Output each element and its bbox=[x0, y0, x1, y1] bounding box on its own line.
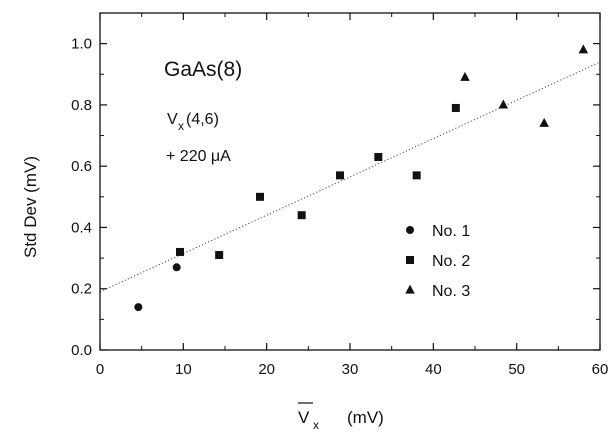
x-tick-label: 20 bbox=[258, 361, 275, 378]
annotation-current: + 220 μA bbox=[166, 148, 231, 165]
y-tick-label: 0.8 bbox=[71, 97, 92, 114]
legend: No. 1 No. 2 No. 3 bbox=[405, 223, 470, 300]
x-tick-label: 0 bbox=[96, 361, 104, 378]
data-point-triangle bbox=[498, 99, 509, 109]
legend-marker-circle bbox=[406, 226, 414, 234]
x-tick-label: 50 bbox=[508, 361, 525, 378]
ticks-layer: 0 10 20 30 40 50 60 0.0 0.2 0.4 0.6 0.8 1.0 bbox=[71, 13, 608, 378]
data-point-triangle bbox=[578, 44, 589, 54]
x-tick-label: 10 bbox=[175, 361, 192, 378]
annotation-voltage-symbol: V bbox=[167, 111, 178, 128]
fit-layer bbox=[99, 61, 601, 293]
points-layer bbox=[134, 44, 589, 312]
legend-label: No. 1 bbox=[432, 223, 470, 240]
x-tick-label: 30 bbox=[342, 361, 359, 378]
data-point-circle bbox=[172, 263, 181, 272]
annotation-voltage-args: (4,6) bbox=[186, 111, 219, 128]
y-tick-label: 0.4 bbox=[71, 219, 92, 236]
data-point-square bbox=[297, 211, 306, 220]
x-axis-title-symbol: V bbox=[298, 408, 310, 427]
data-point-square bbox=[374, 152, 383, 161]
y-tick-label: 1.0 bbox=[71, 36, 92, 53]
x-axis-title: V x (mV) bbox=[298, 402, 384, 432]
x-axis-title-subscript: x bbox=[313, 418, 319, 432]
legend-marker-triangle bbox=[405, 284, 415, 294]
y-tick-label: 0.0 bbox=[71, 342, 92, 359]
annotation-voltage: V x (4,6) bbox=[167, 111, 219, 133]
data-point-triangle bbox=[539, 117, 549, 127]
legend-label: No. 3 bbox=[432, 283, 470, 300]
data-point-square bbox=[412, 171, 421, 180]
data-point-triangle bbox=[460, 71, 470, 81]
legend-marker-square bbox=[406, 256, 414, 264]
legend-label: No. 2 bbox=[432, 253, 470, 270]
data-point-square bbox=[336, 171, 344, 180]
y-tick-label: 0.6 bbox=[71, 158, 92, 175]
x-tick-label: 40 bbox=[425, 361, 442, 378]
fit-line bbox=[99, 61, 601, 293]
x-axis-title-unit: (mV) bbox=[347, 408, 384, 427]
data-point-square bbox=[176, 247, 184, 256]
data-point-circle bbox=[134, 303, 143, 312]
data-point-square bbox=[215, 251, 224, 260]
data-point-square bbox=[256, 192, 264, 201]
y-axis-title: Std Dev (mV) bbox=[21, 156, 40, 258]
annotation-voltage-subscript: x bbox=[178, 119, 184, 133]
annotation-sample: GaAs(8) bbox=[164, 58, 242, 81]
x-tick-label: 60 bbox=[592, 361, 609, 378]
y-tick-label: 0.2 bbox=[71, 281, 92, 298]
data-point-square bbox=[451, 103, 460, 112]
